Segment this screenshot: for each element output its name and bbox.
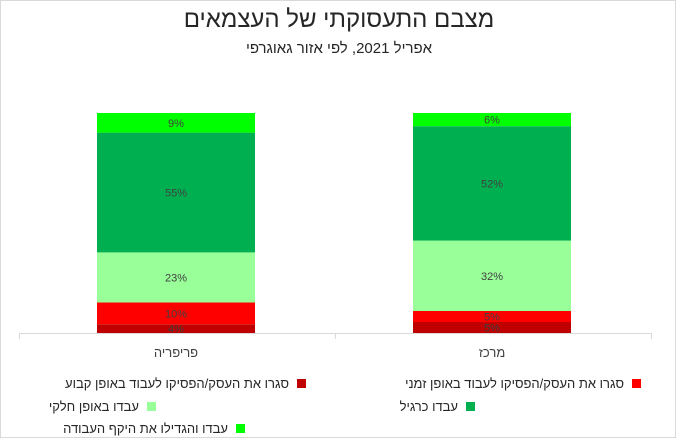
legend-label-increased-work: עבדו והגדילו את היקף העבודה (63, 421, 228, 436)
bar-segment (413, 322, 571, 333)
legend-swatch-temporary-closure (632, 379, 641, 388)
data-label: 10% (165, 308, 187, 320)
data-label: 32% (481, 271, 503, 283)
bar-segment (413, 113, 571, 127)
data-label: 6% (484, 115, 500, 127)
data-label: 55% (165, 188, 187, 200)
legend-label-partial-work: עבדו באופן חלקי (48, 399, 139, 414)
data-label: 9% (168, 118, 184, 130)
data-label: 5% (484, 323, 500, 335)
bar-segment (97, 252, 255, 303)
category-label: פריפריה (154, 345, 198, 360)
category-label: מרכז (479, 345, 506, 360)
legend-label-normal-work: עבדו כרגיל (399, 399, 458, 414)
bar-segment (413, 311, 571, 322)
legend-swatch-normal-work (466, 402, 475, 411)
bar-segment (97, 113, 255, 133)
data-label: 5% (484, 312, 500, 324)
legend-item-permanent-closure: סגרו את העסק/הפסיקו לעבוד באופן קבוע (65, 376, 306, 391)
data-label: 52% (481, 178, 503, 190)
data-label: 23% (165, 272, 187, 284)
legend-swatch-partial-work (147, 402, 156, 411)
legend-label-permanent-closure: סגרו את העסק/הפסיקו לעבוד באופן קבוע (65, 376, 289, 391)
chart-title: מצבם התעסוקתי של העצמאים (183, 6, 495, 33)
legend-item-normal-work: עבדו כרגיל (400, 399, 475, 414)
data-label: 4% (168, 324, 184, 336)
legend-label-temporary-closure: סגרו את העסק/הפסיקו לעבוד באופן זמני (405, 376, 624, 391)
legend-item-partial-work: עבדו באופן חלקי (49, 399, 156, 414)
bar-segment (413, 240, 571, 311)
bar-segment (413, 126, 571, 241)
bar-segment (97, 324, 255, 333)
legend-swatch-increased-work (236, 424, 245, 433)
legend-item-temporary-closure: סגרו את העסק/הפסיקו לעבוד באופן זמני (405, 376, 641, 391)
bar-segment (97, 302, 255, 325)
legend-swatch-permanent-closure (297, 379, 306, 388)
chart-subtitle: אפריל 2021, לפי אזור גאוגרפי (245, 40, 433, 57)
legend-item-increased-work: עבדו והגדילו את היקף העבודה (63, 421, 245, 436)
bar-segment (97, 132, 255, 253)
